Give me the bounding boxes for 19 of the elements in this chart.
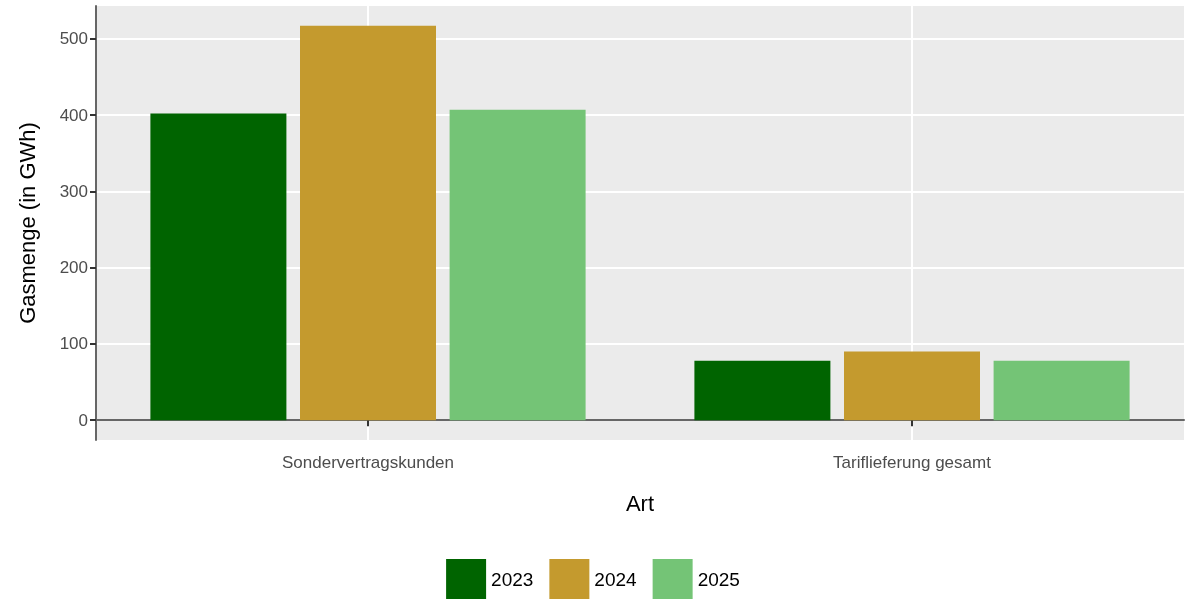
bar xyxy=(300,25,436,421)
bar xyxy=(844,351,980,421)
bar xyxy=(993,360,1130,421)
y-tick-label: 300 xyxy=(59,181,88,201)
y-tick-label: 0 xyxy=(78,410,88,430)
bar xyxy=(150,113,287,421)
x-tick-label: Sondervertragskunden xyxy=(281,453,455,472)
legend-label: 2025 xyxy=(697,568,740,590)
y-tick-label: 400 xyxy=(59,105,88,125)
legend-label: 2024 xyxy=(594,568,638,590)
y-tick-label: 500 xyxy=(59,29,88,49)
y-axis-title: Gasmenge (in GWh) xyxy=(14,122,40,324)
bar xyxy=(694,360,831,421)
y-tick-label: 200 xyxy=(59,258,88,278)
x-tick-label: Tariflieferung gesamt xyxy=(833,453,992,472)
y-tick-label: 100 xyxy=(59,334,88,354)
x-axis-title: Art xyxy=(625,490,655,516)
legend-label: 2023 xyxy=(491,568,534,590)
bar xyxy=(449,109,586,421)
